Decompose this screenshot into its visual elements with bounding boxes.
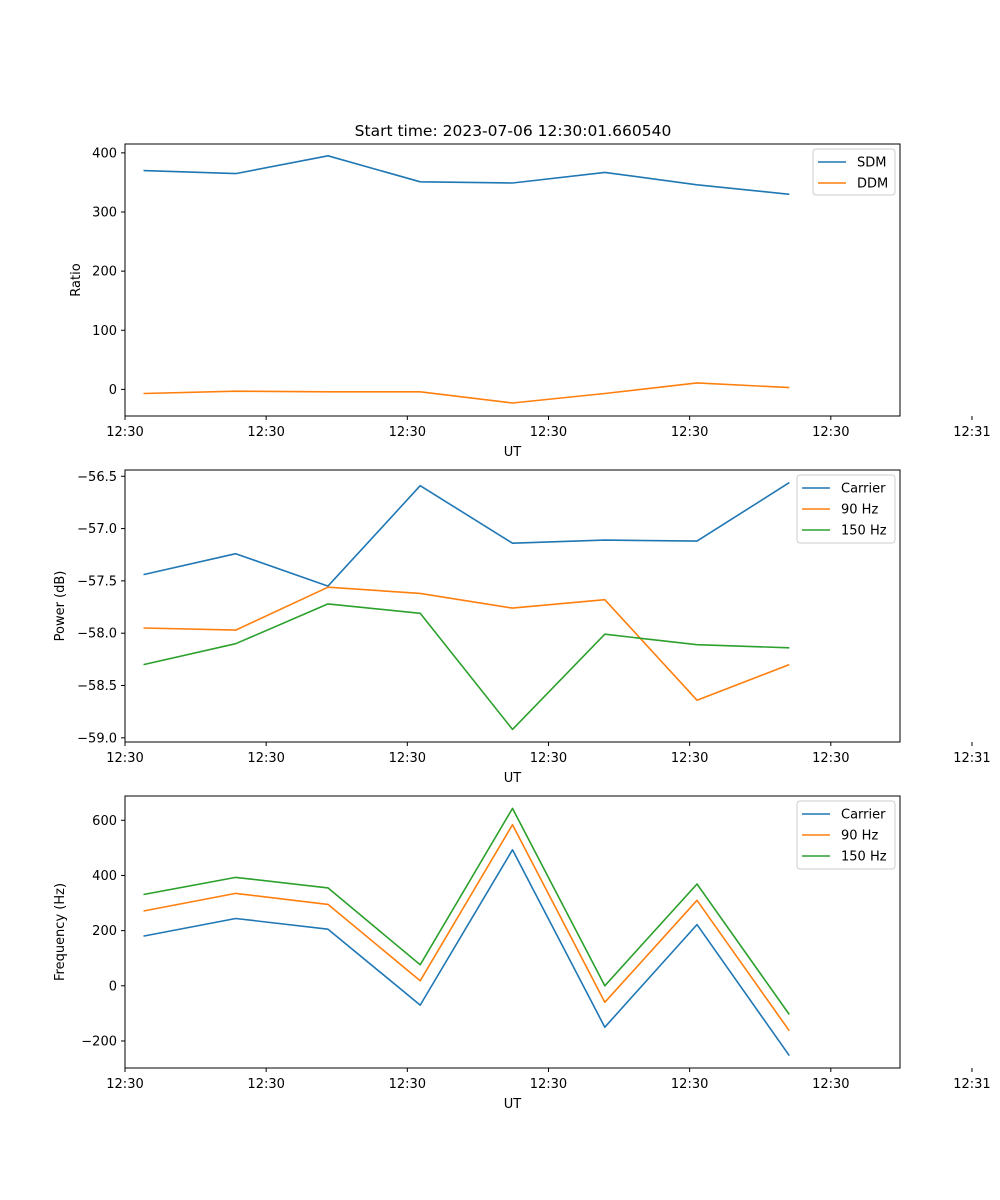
power-axes-frame: [124, 469, 901, 743]
ratio-x-tick-label: 12:30: [671, 425, 708, 440]
frequency-legend-box: [796, 800, 896, 870]
power-y-tick-label: −58.0: [77, 627, 117, 642]
frequency-y-axis-label: Frequency (Hz): [53, 883, 68, 981]
frequency-y-tick-label: 200: [92, 924, 117, 939]
frequency-legend: Carrier 90 Hz 150 Hz: [796, 800, 896, 870]
ratio-x-tick-label: 12:30: [530, 425, 567, 440]
ratio-y-tick-label: 400: [92, 146, 117, 161]
frequency-y-tick-label: −200: [81, 1034, 117, 1049]
frequency-x-tick-label: 12:30: [389, 1077, 426, 1092]
ratio-y-axis-label: Ratio: [69, 263, 84, 296]
power-series-150-hz-line: [143, 603, 790, 731]
power-legend-box: [796, 474, 896, 544]
ratio-legend-label-sdm: SDM: [857, 156, 886, 171]
power-y-tick-label: −57.5: [77, 574, 117, 589]
power-x-tick-label: 12:30: [106, 751, 143, 766]
ratio-panel: 12:30 12:30 12:30 12:30 12:30 12:30 12:31 0 100 2…: [69, 143, 991, 460]
ratio-y-tick-label: 200: [92, 265, 117, 280]
ratio-x-tick-label: 12:30: [247, 425, 284, 440]
power-series-90-hz-line: [143, 586, 790, 702]
frequency-x-axis-label: UT: [504, 1097, 522, 1112]
ratio-x-tick-label: 12:31: [953, 425, 990, 440]
power-y-tick-label: −58.5: [77, 679, 117, 694]
ratio-y-tick-label: 300: [92, 206, 117, 221]
power-x-tick-label: 12:30: [812, 751, 849, 766]
power-y-axis-label: Power (dB): [53, 571, 68, 642]
ratio-legend-label-ddm: DDM: [857, 177, 888, 192]
power-x-tick-label: 12:30: [247, 751, 284, 766]
frequency-x-tick-label: 12:31: [953, 1077, 990, 1092]
power-x-tick-label: 12:31: [953, 751, 990, 766]
ratio-y-tick-label: 100: [92, 324, 117, 339]
power-x-tick-label: 12:30: [389, 751, 426, 766]
frequency-series-carrier-line: [143, 848, 790, 1057]
frequency-y-tick-label: 600: [92, 814, 117, 829]
ratio-legend: SDM DDM: [812, 148, 896, 196]
ratio-series-sdm-line: [143, 155, 790, 196]
ratio-axes-frame: [124, 143, 901, 417]
power-panel: 12:30 12:30 12:30 12:30 12:30 12:30 12:31 −59.0…: [53, 469, 991, 786]
ratio-y-tick-label: 0: [109, 383, 117, 398]
frequency-x-tick-label: 12:30: [106, 1077, 143, 1092]
power-y-tick-label: −56.5: [77, 470, 117, 485]
power-legend-label-150-hz: 150 Hz: [841, 524, 887, 539]
frequency-x-tick-label: 12:30: [671, 1077, 708, 1092]
power-x-tick-label: 12:30: [530, 751, 567, 766]
frequency-legend-label-150-hz: 150 Hz: [841, 850, 887, 865]
power-series-carrier-line: [143, 481, 790, 587]
power-y-tick-label: −57.0: [77, 522, 117, 537]
frequency-legend-label-carrier: Carrier: [841, 808, 886, 823]
frequency-panel: 12:30 12:30 12:30 12:30 12:30 12:30 12:31 −200 0…: [53, 795, 991, 1112]
frequency-x-tick-label: 12:30: [530, 1077, 567, 1092]
ratio-x-tick-label: 12:30: [106, 425, 143, 440]
frequency-y-tick-label: 400: [92, 869, 117, 884]
power-x-axis-label: UT: [504, 771, 522, 786]
ratio-x-tick-label: 12:30: [389, 425, 426, 440]
chart-title: Start time: 2023-07-06 12:30:01.660540: [355, 122, 672, 140]
frequency-series-90-hz-line: [143, 823, 790, 1032]
power-legend-label-90-hz: 90 Hz: [841, 503, 878, 518]
power-legend: Carrier 90 Hz 150 Hz: [796, 474, 896, 544]
ratio-x-axis-label: UT: [504, 445, 522, 460]
power-legend-label-carrier: Carrier: [841, 482, 886, 497]
frequency-axes-frame: [124, 795, 901, 1069]
frequency-series-150-hz-line: [143, 807, 790, 1015]
frequency-legend-label-90-hz: 90 Hz: [841, 829, 878, 844]
power-x-tick-label: 12:30: [671, 751, 708, 766]
frequency-y-tick-label: 0: [109, 979, 117, 994]
frequency-x-tick-label: 12:30: [812, 1077, 849, 1092]
ratio-series-ddm-line: [143, 382, 790, 404]
ratio-x-tick-label: 12:30: [812, 425, 849, 440]
power-y-tick-label: −59.0: [77, 731, 117, 746]
frequency-x-tick-label: 12:30: [247, 1077, 284, 1092]
